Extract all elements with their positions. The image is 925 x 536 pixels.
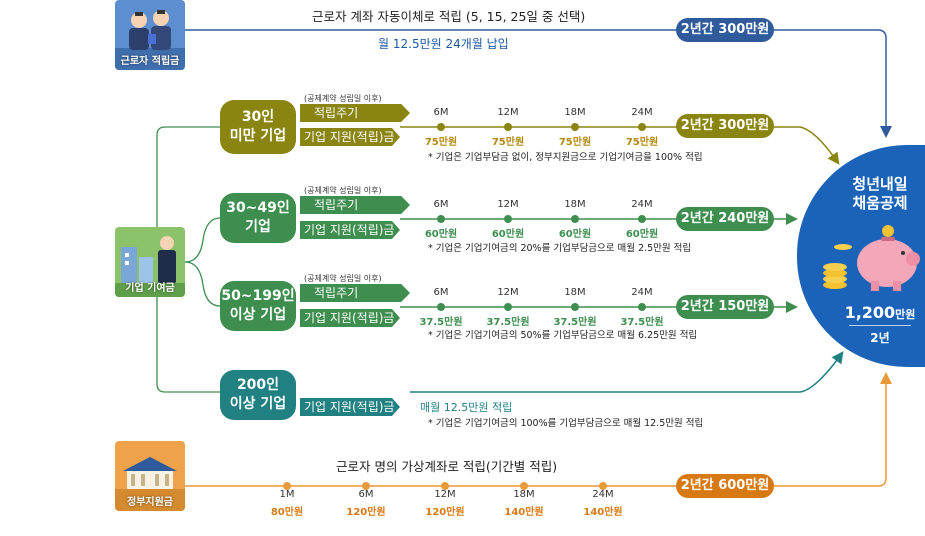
tier3-month-1: 6M bbox=[433, 287, 449, 298]
tier3-month-3: 18M bbox=[564, 287, 586, 298]
gov-month-4: 18M bbox=[513, 489, 535, 500]
tier3-dot-3 bbox=[571, 303, 579, 311]
gov-dot-4 bbox=[520, 482, 528, 490]
tier3-note: * 기업은 기업기여금의 50%를 기업부담금으로 매월 6.25만원 적립 bbox=[428, 330, 698, 341]
tier3-dot-4 bbox=[638, 303, 646, 311]
worker-tile-label: 근로자 적립금 bbox=[120, 56, 180, 67]
tier2-small-note: (공제계약 성립일 이후) bbox=[304, 186, 382, 195]
government-title: 근로자 명의 가상계좌로 적립(기간별 적립) bbox=[336, 459, 558, 474]
tier2-support-tag: 기업 지원(적립)금 bbox=[300, 221, 400, 239]
gov-month-3: 12M bbox=[434, 489, 456, 500]
gov-amount-3: 120만원 bbox=[425, 507, 465, 518]
government-tile-label: 정부지원금 bbox=[127, 497, 173, 508]
worker-tile: 근로자 적립금 bbox=[115, 0, 185, 70]
tier3-amount-1: 37.5만원 bbox=[419, 317, 463, 328]
tier1-dot-3 bbox=[571, 123, 579, 131]
tier1-month-4: 24M bbox=[631, 107, 653, 118]
tier1-month-3: 18M bbox=[564, 107, 586, 118]
result-period: 2년 bbox=[870, 331, 890, 345]
government-tile: 정부지원금 bbox=[115, 441, 185, 511]
tier1-note: * 기업은 기업부담금 없이, 정부지원금으로 기업기여금을 100% 적립 bbox=[428, 152, 703, 163]
gov-month-5: 24M bbox=[592, 489, 614, 500]
gov-month-1: 1M bbox=[279, 489, 295, 500]
tier1-name: 30인 미만 기업 bbox=[220, 100, 296, 154]
tier3-dot-2 bbox=[504, 303, 512, 311]
gov-amount-2: 120만원 bbox=[346, 507, 386, 518]
gov-amount-4: 140만원 bbox=[504, 507, 544, 518]
gov-month-2: 6M bbox=[358, 489, 374, 500]
tier3-amount-4: 37.5만원 bbox=[620, 317, 664, 328]
tier2-amount-4: 60만원 bbox=[625, 229, 659, 240]
result-amount-row: 1,200만원 bbox=[825, 303, 925, 322]
tier3-amount-3: 37.5만원 bbox=[553, 317, 597, 328]
tier2-note: * 기업은 기업기여금의 20%를 기업부담금으로 매월 2.5만원 적립 bbox=[428, 243, 692, 254]
gov-dot-1 bbox=[283, 482, 291, 490]
tier2-dot-2 bbox=[504, 215, 512, 223]
tier3-small-note: (공제계약 성립일 이후) bbox=[304, 274, 382, 283]
piggy-bank-icon bbox=[823, 225, 920, 291]
tier2-dot-1 bbox=[437, 215, 445, 223]
tier1-amount-2: 75만원 bbox=[491, 137, 525, 148]
gov-amount-1: 80만원 bbox=[270, 507, 304, 518]
tier2-dot-3 bbox=[571, 215, 579, 223]
tier1-amount-3: 75만원 bbox=[558, 137, 592, 148]
tier2-name: 30~49인 기업 bbox=[220, 193, 296, 243]
big-company-monthly: 매월 12.5만원 적립 bbox=[420, 401, 513, 414]
result-unit: 만원 bbox=[895, 308, 916, 321]
businessman-illustration bbox=[115, 236, 185, 297]
big-company-name: 200인 이상 기업 bbox=[220, 370, 296, 420]
tier1-total-badge: 2년간 300만원 bbox=[676, 114, 774, 138]
government-total-badge: 2년간 600만원 bbox=[676, 474, 774, 498]
tier1-small-note: (공제계약 성립일 이후) bbox=[304, 94, 382, 103]
tier3-cycle-tag: 적립주기 bbox=[300, 284, 410, 302]
tier3-support-tag: 기업 지원(적립)금 bbox=[300, 309, 400, 327]
tier3-amount-2: 37.5만원 bbox=[486, 317, 530, 328]
tier3-month-4: 24M bbox=[631, 287, 653, 298]
gov-dot-5 bbox=[599, 482, 607, 490]
tier3-month-2: 12M bbox=[497, 287, 519, 298]
tier2-month-3: 18M bbox=[564, 199, 586, 210]
tier3-total-badge: 2년간 150만원 bbox=[676, 295, 774, 319]
tier2-total-badge: 2년간 240만원 bbox=[676, 207, 774, 231]
tier2-dot-4 bbox=[638, 215, 646, 223]
worker-total-badge: 2년간 300만원 bbox=[676, 18, 774, 42]
tier1-dot-1 bbox=[437, 123, 445, 131]
tier2-amount-3: 60만원 bbox=[558, 229, 592, 240]
tier1-cycle-tag: 적립주기 bbox=[300, 104, 410, 122]
workers-illustration bbox=[115, 10, 185, 70]
tier1-month-1: 6M bbox=[433, 107, 449, 118]
result-divider bbox=[849, 325, 911, 326]
tier1-dot-2 bbox=[504, 123, 512, 131]
tier1-month-2: 12M bbox=[497, 107, 519, 118]
company-tile-label: 기업 기여금 bbox=[125, 283, 175, 294]
gov-dot-2 bbox=[362, 482, 370, 490]
gov-amount-5: 140만원 bbox=[583, 507, 623, 518]
company-tile: 기업 기여금 bbox=[115, 227, 185, 297]
tier1-dot-4 bbox=[638, 123, 646, 131]
tier1-support-tag: 기업 지원(적립)금 bbox=[300, 128, 400, 146]
result-amount: 1,200 bbox=[844, 303, 896, 322]
big-company-note: * 기업은 기업기여금의 100%를 기업부담금으로 매월 12.5만원 적립 bbox=[428, 418, 704, 429]
tier3-name: 50~199인 이상 기업 bbox=[220, 281, 296, 331]
tier3-dot-1 bbox=[437, 303, 445, 311]
tier2-amount-2: 60만원 bbox=[491, 229, 525, 240]
tier1-amount-4: 75만원 bbox=[625, 137, 659, 148]
tier2-month-4: 24M bbox=[631, 199, 653, 210]
worker-subtitle: 월 12.5만원 24개월 납입 bbox=[378, 37, 509, 51]
tier2-month-2: 12M bbox=[497, 199, 519, 210]
big-company-support-tag: 기업 지원(적립)금 bbox=[300, 398, 400, 416]
blue-house-illustration bbox=[115, 457, 185, 511]
result-title: 청년내일 채움공제 bbox=[852, 175, 908, 212]
tier1-amount-1: 75만원 bbox=[424, 137, 458, 148]
gov-dot-3 bbox=[441, 482, 449, 490]
tier2-amount-1: 60만원 bbox=[424, 229, 458, 240]
worker-title: 근로자 계좌 자동이체로 적립 (5, 15, 25일 중 선택) bbox=[312, 9, 586, 24]
tier2-month-1: 6M bbox=[433, 199, 449, 210]
tier2-cycle-tag: 적립주기 bbox=[300, 196, 410, 214]
